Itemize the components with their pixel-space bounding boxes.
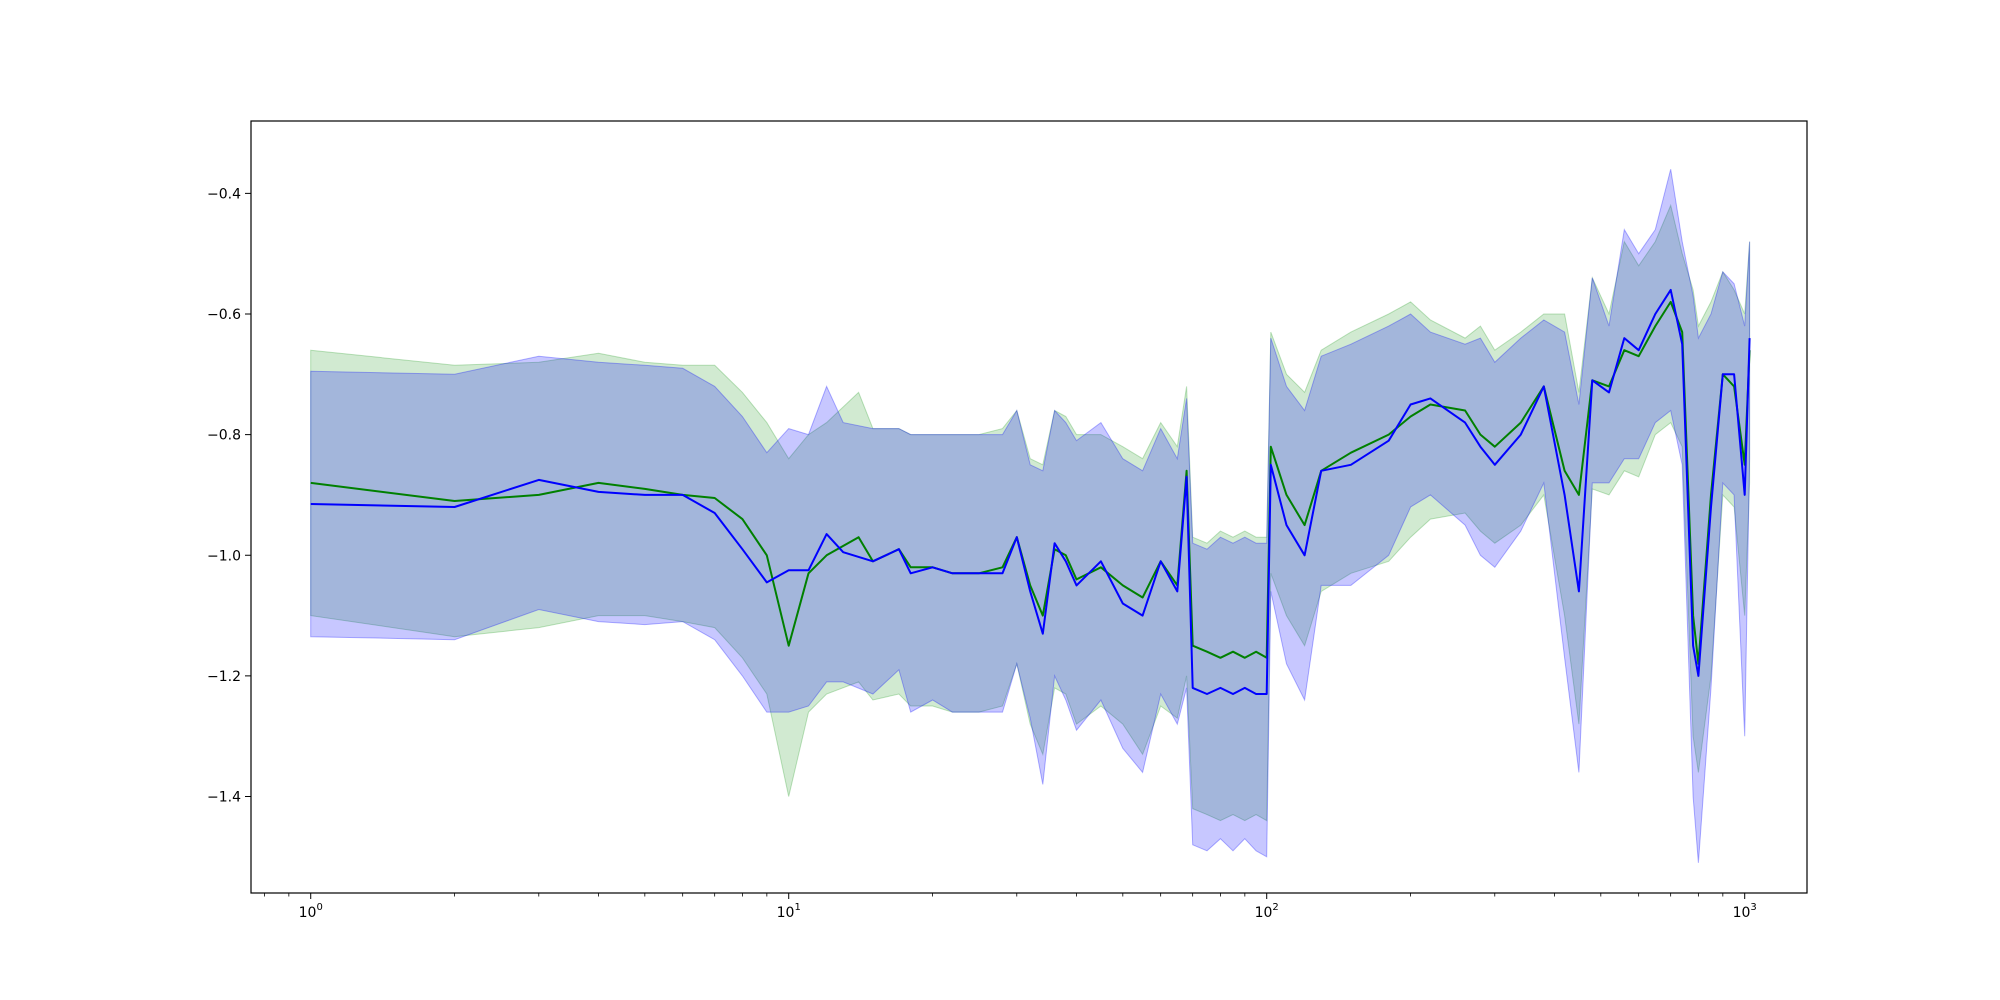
y-tick-label: −0.4 <box>207 186 241 202</box>
y-tick-label: −1.4 <box>207 790 241 806</box>
series-1-band <box>310 203 1751 822</box>
y-tick-label: −1.0 <box>207 548 241 564</box>
series-2-band <box>310 169 1751 863</box>
plot-frame <box>250 120 1808 894</box>
y-tick-label: −0.6 <box>207 307 241 323</box>
series-2-line <box>310 288 1751 695</box>
series-1-line <box>310 300 1751 665</box>
x-tick-label: 100 <box>299 902 323 921</box>
x-tick-label: 101 <box>777 902 801 921</box>
x-tick-label: 102 <box>1255 902 1279 921</box>
x-tick-label: 103 <box>1733 902 1757 921</box>
y-tick-label: −1.2 <box>207 669 241 685</box>
y-tick-label: −0.8 <box>207 428 241 444</box>
